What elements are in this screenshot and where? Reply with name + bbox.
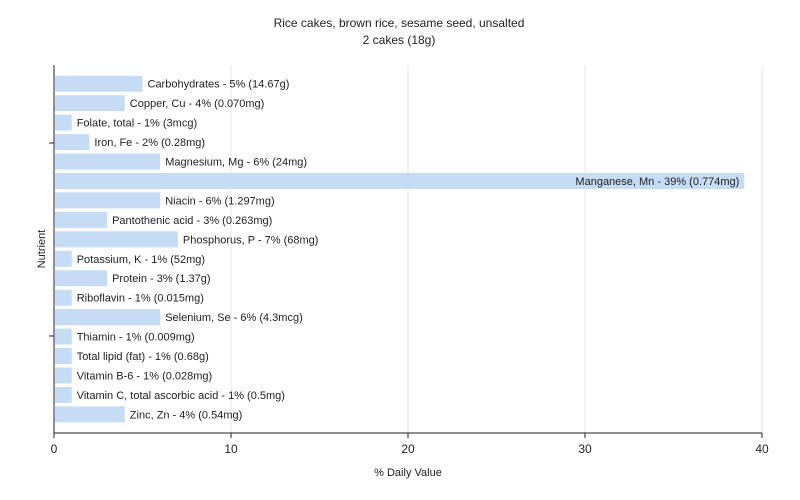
x-tick-label: 10 <box>224 442 238 456</box>
grid-lines <box>230 65 763 433</box>
x-axis-label: % Daily Value <box>374 467 442 479</box>
bar <box>55 75 143 92</box>
bar <box>55 134 90 151</box>
bar-label: Copper, Cu - 4% (0.070mg) <box>130 98 265 110</box>
x-tick-label: 20 <box>401 442 415 456</box>
bar <box>55 270 108 287</box>
bar <box>55 114 72 131</box>
bar-label: Manganese, Mn - 39% (0.774mg) <box>575 176 739 188</box>
bar-label: Riboflavin - 1% (0.015mg) <box>77 293 204 305</box>
x-tick-label: 0 <box>51 442 58 456</box>
bar-label: Total lipid (fat) - 1% (0.68g) <box>77 351 209 363</box>
bar <box>55 211 108 228</box>
bar-label: Zinc, Zn - 4% (0.54mg) <box>130 409 242 421</box>
bar-label: Phosphorus, P - 7% (68mg) <box>183 234 319 246</box>
bar-label: Vitamin C, total ascorbic acid - 1% (0.5… <box>77 390 285 402</box>
bar-label: Potassium, K - 1% (52mg) <box>77 254 205 266</box>
bar <box>55 386 72 403</box>
bar <box>55 328 72 345</box>
bars <box>55 75 745 423</box>
bar <box>55 95 125 112</box>
bar-label: Magnesium, Mg - 6% (24mg) <box>165 157 307 169</box>
x-tick-label: 30 <box>578 442 592 456</box>
bar-label: Folate, total - 1% (3mcg) <box>77 118 197 130</box>
x-axis-ticks: 0 10 20 30 40 <box>51 433 769 456</box>
bar <box>55 153 161 170</box>
bar <box>55 192 161 209</box>
bar <box>55 367 72 384</box>
x-tick-label: 40 <box>755 442 769 456</box>
bar-label: Vitamin B-6 - 1% (0.028mg) <box>77 370 213 382</box>
bar <box>55 172 745 189</box>
chart-subtitle: 2 cakes (18g) <box>363 33 436 47</box>
bar-label: Thiamin - 1% (0.009mg) <box>77 332 195 344</box>
bar <box>55 348 72 365</box>
y-axis-label: Nutrient <box>36 230 48 269</box>
bar <box>55 289 72 306</box>
bar-label: Carbohydrates - 5% (14.67g) <box>148 79 290 91</box>
bar <box>55 309 161 326</box>
bar-label: Protein - 3% (1.37g) <box>112 273 210 285</box>
bar-label: Niacin - 6% (1.297mg) <box>165 195 274 207</box>
chart-title: Rice cakes, brown rice, sesame seed, uns… <box>274 16 525 30</box>
bar <box>55 406 125 423</box>
bar-label: Pantothenic acid - 3% (0.263mg) <box>112 215 272 227</box>
bar <box>55 231 178 248</box>
bar-label: Selenium, Se - 6% (4.3mcg) <box>165 312 303 324</box>
bar <box>55 250 72 267</box>
bar-labels: Carbohydrates - 5% (14.67g) Copper, Cu - … <box>77 79 740 422</box>
bar-label: Iron, Fe - 2% (0.28mg) <box>94 137 205 149</box>
